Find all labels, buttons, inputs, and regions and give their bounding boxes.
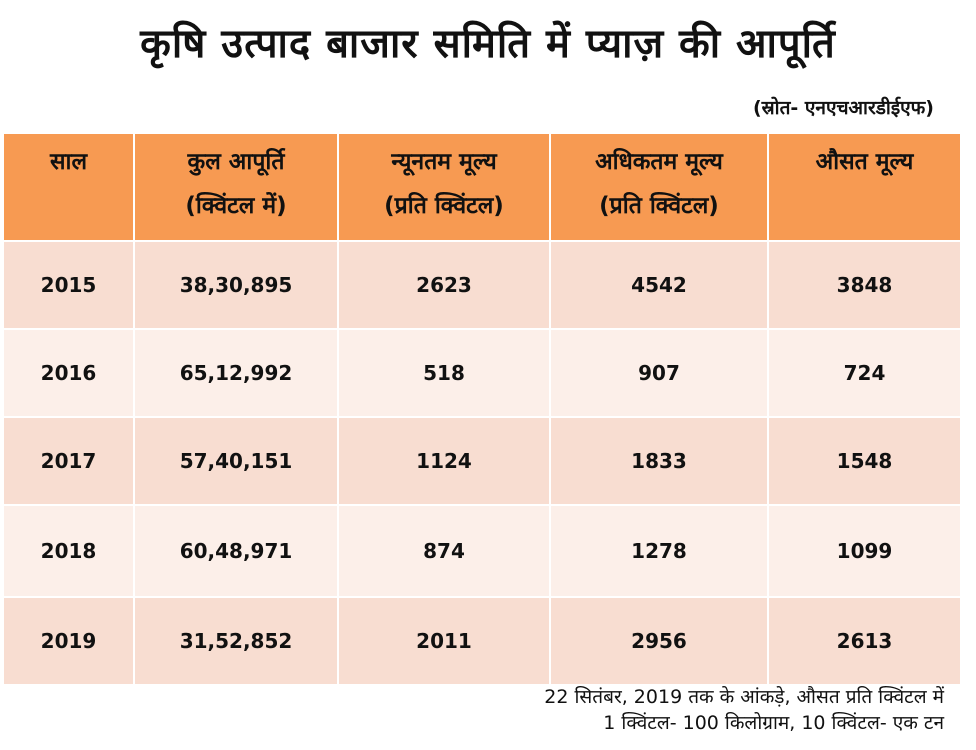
cell-total-supply: 57,40,151 bbox=[134, 417, 339, 506]
header-min-price: न्यूनतम मूल्य (प्रति क्विंटल) bbox=[338, 134, 551, 242]
header-label: औसत मूल्य bbox=[815, 149, 914, 175]
cell-total-supply: 31,52,852 bbox=[134, 597, 339, 686]
cell-total-supply: 65,12,992 bbox=[134, 329, 339, 418]
cell-min-price: 2011 bbox=[338, 597, 551, 686]
cell-min-price: 874 bbox=[338, 505, 551, 598]
header-label: न्यूनतम मूल्य bbox=[391, 149, 497, 175]
header-label: अधिकतम मूल्य bbox=[595, 149, 723, 175]
table-header-row: साल कुल आपूर्ति (क्विंटल में) न्यूनतम मू… bbox=[4, 134, 960, 242]
header-year: साल bbox=[4, 134, 135, 242]
header-unit: (प्रति क्विंटल) bbox=[599, 193, 719, 219]
footnote: 22 सितंबर, 2019 तक के आंकड़े, औसत प्रति … bbox=[544, 684, 944, 736]
cell-total-supply: 60,48,971 bbox=[134, 505, 339, 598]
cell-max-price: 1278 bbox=[550, 505, 769, 598]
cell-min-price: 1124 bbox=[338, 417, 551, 506]
header-unit: (क्विंटल में) bbox=[185, 193, 287, 219]
table-row: 2016 65,12,992 518 907 724 bbox=[4, 329, 960, 418]
table-row: 2018 60,48,971 874 1278 1099 bbox=[4, 505, 960, 598]
page-title: कृषि उत्पाद बाजार समिति में प्याज़ की आप… bbox=[140, 21, 836, 67]
cell-max-price: 2956 bbox=[550, 597, 769, 686]
source-note: (स्रोत- एनएचआरडीईएफ) bbox=[752, 97, 934, 119]
header-total-supply: कुल आपूर्ति (क्विंटल में) bbox=[134, 134, 339, 242]
footnote-line: 22 सितंबर, 2019 तक के आंकड़े, औसत प्रति … bbox=[544, 686, 944, 708]
cell-avg-price: 3848 bbox=[768, 241, 960, 330]
footnote-line: 1 क्विंटल- 100 किलोग्राम, 10 क्विंटल- एक… bbox=[603, 712, 944, 734]
table-row: 2017 57,40,151 1124 1833 1548 bbox=[4, 417, 960, 506]
cell-max-price: 1833 bbox=[550, 417, 769, 506]
table-row: 2019 31,52,852 2011 2956 2613 bbox=[4, 597, 960, 686]
cell-year: 2015 bbox=[4, 241, 135, 330]
cell-year: 2016 bbox=[4, 329, 135, 418]
table-row: 2015 38,30,895 2623 4542 3848 bbox=[4, 241, 960, 330]
header-label: साल bbox=[49, 149, 88, 175]
header-avg-price: औसत मूल्य bbox=[768, 134, 960, 242]
cell-avg-price: 724 bbox=[768, 329, 960, 418]
header-unit: (प्रति क्विंटल) bbox=[384, 193, 504, 219]
cell-year: 2018 bbox=[4, 505, 135, 598]
cell-avg-price: 1548 bbox=[768, 417, 960, 506]
cell-year: 2019 bbox=[4, 597, 135, 686]
header-max-price: अधिकतम मूल्य (प्रति क्विंटल) bbox=[550, 134, 769, 242]
cell-min-price: 2623 bbox=[338, 241, 551, 330]
cell-min-price: 518 bbox=[338, 329, 551, 418]
cell-total-supply: 38,30,895 bbox=[134, 241, 339, 330]
cell-avg-price: 2613 bbox=[768, 597, 960, 686]
cell-avg-price: 1099 bbox=[768, 505, 960, 598]
cell-year: 2017 bbox=[4, 417, 135, 506]
onion-supply-table: साल कुल आपूर्ति (क्विंटल में) न्यूनतम मू… bbox=[4, 134, 960, 686]
cell-max-price: 907 bbox=[550, 329, 769, 418]
header-label: कुल आपूर्ति bbox=[187, 149, 285, 175]
cell-max-price: 4542 bbox=[550, 241, 769, 330]
